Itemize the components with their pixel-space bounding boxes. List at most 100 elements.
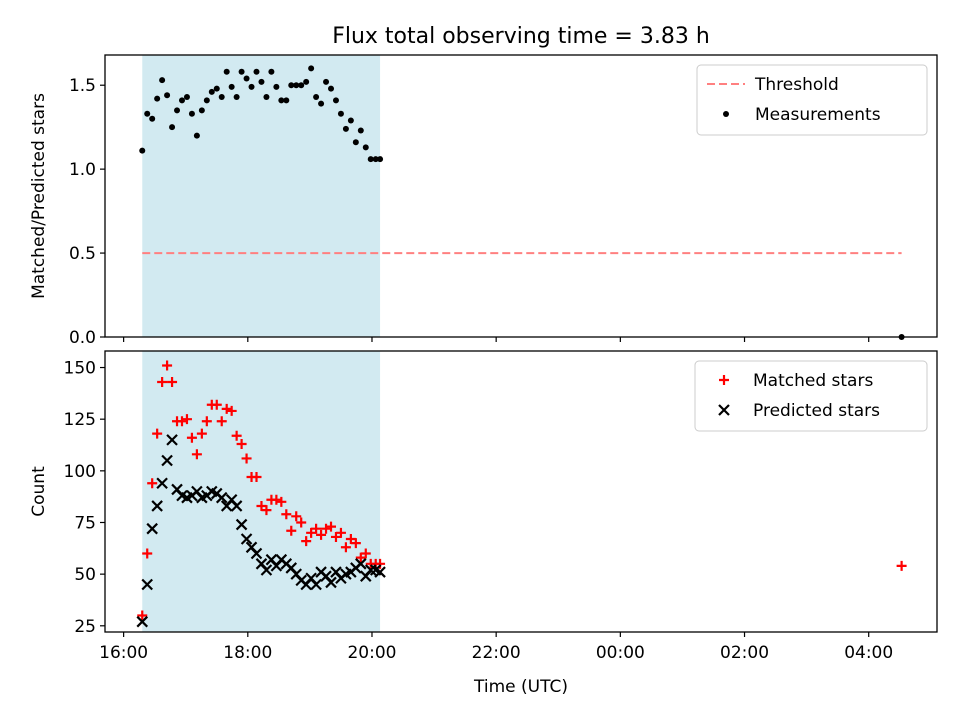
measurement-point	[268, 68, 275, 75]
predicted-star-point	[146, 522, 158, 535]
y-axis-label: Count	[29, 466, 49, 517]
y-axis-label: Matched/Predicted stars	[29, 93, 49, 299]
matched-star-point	[221, 403, 232, 414]
measurement-point	[342, 125, 349, 132]
matched-star-point	[201, 416, 212, 427]
matched-star-point	[251, 472, 262, 483]
y-tick-label: 75	[74, 513, 96, 533]
matched-star-point	[196, 428, 207, 439]
y-tick-label: 1.0	[69, 160, 96, 180]
measurement-point	[193, 132, 200, 139]
matched-star-point	[236, 438, 247, 449]
matched-star-point	[137, 610, 148, 621]
measurement-point	[377, 156, 384, 163]
measurement-point	[213, 85, 220, 92]
measurement-point	[228, 83, 235, 90]
legend: Threshold Measurements	[696, 64, 928, 136]
matched-star-point	[157, 376, 168, 387]
measurement-point	[178, 97, 185, 104]
matched-star-point	[261, 505, 272, 516]
legend: Matched stars Predicted stars	[694, 360, 928, 432]
measurement-point	[144, 110, 151, 117]
measurement-point	[139, 147, 146, 154]
measurement-point	[278, 97, 285, 104]
measurement-point	[347, 117, 354, 124]
measurement-point	[174, 107, 181, 114]
measurement-point	[293, 82, 300, 89]
observing-window-shade	[142, 351, 381, 632]
legend-label: Threshold	[754, 75, 839, 95]
matched-star-point	[326, 521, 337, 532]
predicted-star-point	[161, 454, 173, 467]
matched-star-point	[186, 432, 197, 443]
matched-star-point	[316, 529, 327, 540]
matched-star-point	[321, 523, 332, 534]
x-tick-label: 00:00	[596, 643, 645, 663]
x-tick-label: 22:00	[472, 643, 521, 663]
predicted-star-point	[156, 477, 168, 490]
measurement-point	[183, 93, 190, 100]
predicted-star-point	[355, 558, 367, 570]
measurement-point	[352, 139, 359, 146]
predicted-star-point	[235, 518, 248, 531]
matched-star-point	[147, 478, 158, 489]
measurement-point	[233, 93, 240, 100]
chart-title: Flux total observing time = 3.83 h	[332, 24, 710, 49]
matched-star-point	[241, 453, 252, 464]
x-axis-label: Time (UTC)	[473, 677, 568, 697]
legend-predicted-swatch	[718, 404, 730, 416]
measurement-point	[367, 156, 374, 163]
measurement-point	[263, 93, 270, 100]
measurement-point	[218, 93, 225, 100]
x-tick-label: 16:00	[99, 643, 148, 663]
observing-window-shade	[142, 55, 381, 337]
x-tick-label: 18:00	[223, 643, 272, 663]
legend-label: Matched stars	[753, 371, 873, 391]
measurement-point	[253, 68, 260, 75]
legend-box	[694, 360, 928, 432]
measurement-point	[328, 85, 335, 92]
measurement-point	[208, 88, 215, 95]
measurement-point	[298, 82, 305, 89]
measurement-point	[223, 68, 230, 75]
predicted-star-point	[141, 578, 153, 591]
measurement-point	[323, 78, 330, 85]
measurement-point	[238, 68, 245, 75]
measurement-point	[337, 110, 344, 117]
y-tick-label: 150	[64, 359, 96, 379]
predicted-star-point	[215, 491, 228, 504]
matched-star-point	[191, 449, 202, 460]
y-tick-label: 50	[74, 565, 96, 585]
matched-star-point	[152, 428, 163, 439]
matched-star-point	[296, 517, 307, 528]
x-tick-label: 20:00	[347, 643, 396, 663]
legend-box	[696, 64, 928, 136]
y-tick-label: 125	[64, 410, 96, 430]
legend-measurement-swatch	[723, 111, 729, 117]
measurement-point	[283, 97, 290, 104]
predicted-star-point	[310, 578, 322, 591]
predicted-star-point	[364, 564, 377, 576]
measurement-point	[203, 97, 210, 104]
matched-star-point	[311, 523, 322, 534]
matched-star-point	[226, 405, 237, 416]
matched-star-point	[271, 494, 282, 505]
matched-star-point	[340, 542, 351, 553]
measurement-point	[248, 83, 255, 90]
matched-star-point	[181, 414, 192, 425]
legend-label: Measurements	[755, 105, 881, 125]
matched-star-point	[360, 548, 371, 559]
matched-star-point	[276, 496, 287, 507]
measurement-point	[362, 144, 369, 151]
matched-star-point	[286, 525, 297, 536]
matched-star-point	[211, 399, 222, 410]
matched-star-point	[216, 416, 227, 427]
measurement-point	[164, 92, 171, 99]
y-tick-label: 100	[64, 462, 96, 482]
matched-star-point	[350, 538, 361, 549]
measurement-point	[159, 77, 166, 84]
matched-star-point	[162, 360, 173, 371]
axes-frame	[104, 350, 938, 633]
measurement-point	[258, 78, 265, 85]
